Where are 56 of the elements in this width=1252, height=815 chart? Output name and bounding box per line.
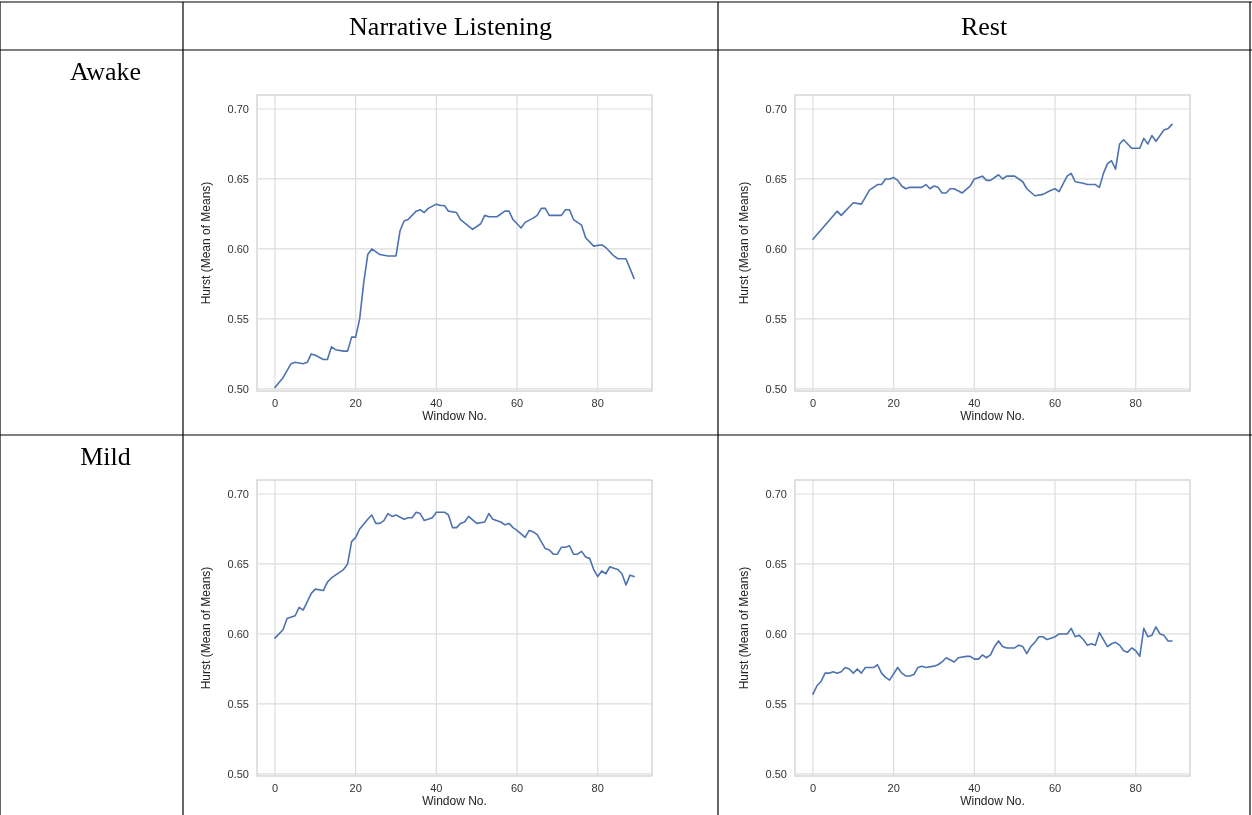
y-tick-label: 0.65 xyxy=(227,557,249,570)
x-axis-title: Window No. xyxy=(422,409,487,423)
y-tick-label: 0.50 xyxy=(765,382,787,395)
y-axis-title: Hurst (Mean of Means) xyxy=(737,181,751,305)
x-axis-title: Window No. xyxy=(960,409,1025,423)
x-tick-label: 0 xyxy=(809,782,817,794)
line-series xyxy=(812,123,1173,240)
y-tick-label: 0.55 xyxy=(227,697,249,710)
line-series xyxy=(812,626,1173,695)
x-tick-label: 80 xyxy=(591,782,604,794)
x-tick-label: 80 xyxy=(1129,782,1142,794)
y-tick-label: 0.55 xyxy=(765,312,787,325)
x-tick-label: 0 xyxy=(271,782,279,794)
y-tick-label: 0.65 xyxy=(765,172,787,185)
y-tick-label: 0.65 xyxy=(227,172,249,185)
x-tick-label: 60 xyxy=(510,782,524,794)
x-tick-label: 40 xyxy=(968,782,981,794)
x-tick-label: 80 xyxy=(1129,397,1142,409)
x-tick-label: 20 xyxy=(349,397,362,409)
y-tick-label: 0.60 xyxy=(765,627,787,640)
x-axis-title: Window No. xyxy=(422,794,487,808)
y-tick-label: 0.60 xyxy=(227,242,249,255)
x-tick-label: 0 xyxy=(809,397,817,409)
y-tick-label: 0.70 xyxy=(227,488,249,500)
y-tick-label: 0.65 xyxy=(765,557,787,570)
x-tick-label: 40 xyxy=(430,782,443,794)
line-series xyxy=(274,511,635,639)
y-axis-title: Hurst (Mean of Means) xyxy=(737,566,751,690)
line-series xyxy=(274,203,635,389)
y-tick-label: 0.50 xyxy=(765,767,787,780)
x-tick-label: 0 xyxy=(271,397,279,409)
text: Rest xyxy=(960,12,1008,41)
x-tick-label: 20 xyxy=(887,397,900,409)
y-tick-label: 0.55 xyxy=(227,312,249,325)
x-tick-label: 40 xyxy=(968,397,981,409)
text: Mild xyxy=(80,442,131,471)
y-axis-title: Hurst (Mean of Means) xyxy=(199,566,213,690)
y-axis-title: Hurst (Mean of Means) xyxy=(199,181,213,305)
y-tick-label: 0.60 xyxy=(765,242,787,255)
y-tick-label: 0.55 xyxy=(765,697,787,710)
x-tick-label: 60 xyxy=(510,397,524,409)
y-tick-label: 0.50 xyxy=(227,767,249,780)
y-tick-label: 0.70 xyxy=(227,103,249,115)
x-tick-label: 60 xyxy=(1048,397,1062,409)
x-tick-label: 80 xyxy=(591,397,604,409)
text: Narrative Listening xyxy=(349,12,552,41)
x-tick-label: 40 xyxy=(430,397,443,409)
text: Awake xyxy=(69,57,142,86)
y-tick-label: 0.70 xyxy=(765,488,787,500)
y-tick-label: 0.50 xyxy=(227,382,249,395)
x-axis-title: Window No. xyxy=(960,794,1025,808)
y-tick-label: 0.70 xyxy=(765,103,787,115)
x-tick-label: 20 xyxy=(887,782,900,794)
y-tick-label: 0.60 xyxy=(227,627,249,640)
x-tick-label: 20 xyxy=(349,782,362,794)
x-tick-label: 60 xyxy=(1048,782,1062,794)
